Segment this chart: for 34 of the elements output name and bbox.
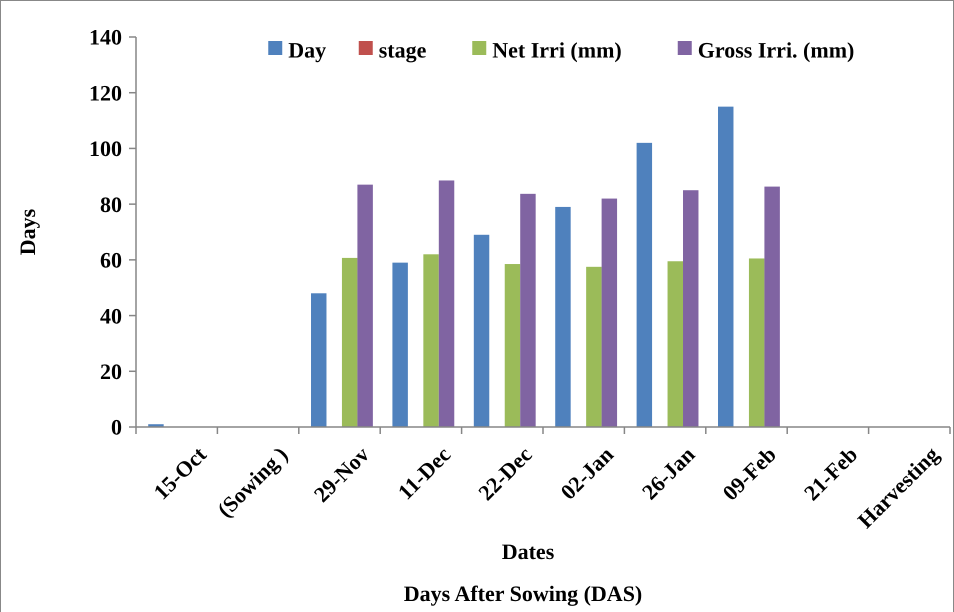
bar [636,142,652,427]
bar [555,206,571,427]
x-axis-title: Dates [502,539,555,564]
bar [586,266,602,427]
y-tick-label: 80 [100,192,122,217]
bar [602,198,618,427]
y-tick-label: 0 [111,414,122,440]
y-tick-label: 20 [100,358,122,384]
y-tick-label: 60 [100,248,122,273]
bar [520,194,536,427]
y-axis-title: Days [15,208,40,256]
bar [342,258,358,427]
y-tick-label: 100 [89,136,122,162]
bar [357,184,373,427]
legend-label: Net Irri (mm) [492,38,622,63]
bar [148,424,164,427]
bar [504,264,520,427]
y-tick-label: 40 [100,303,122,328]
bar [683,190,698,427]
bar [438,180,454,427]
bar [668,261,684,427]
bar [764,186,780,427]
y-tick-label: 140 [89,24,122,50]
legend-label: stage [378,38,427,63]
bar [392,262,408,427]
text: Days After Sowing (DAS) [404,581,642,606]
bar [474,234,490,427]
legend-label: Gross Irri. (mm) [698,38,854,63]
bar [718,106,734,427]
bar [748,258,764,427]
y-tick-label: 120 [89,80,122,106]
legend-label: Day [288,38,326,63]
bar [311,293,326,427]
bar [423,254,439,427]
